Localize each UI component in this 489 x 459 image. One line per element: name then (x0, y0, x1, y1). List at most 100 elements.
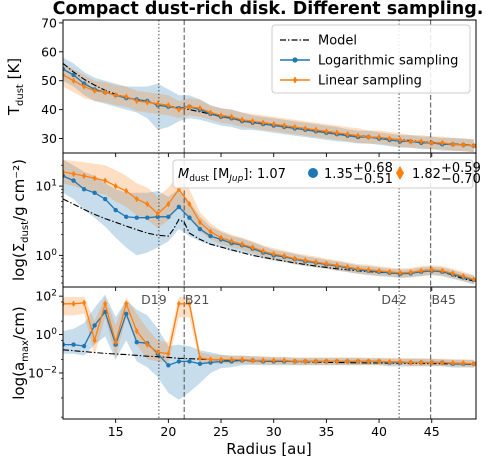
lin-sampling-point (282, 122, 287, 129)
lin-sampling-point (282, 357, 287, 364)
mass-unit: [M (209, 167, 229, 182)
log-sampling-point (71, 342, 76, 347)
lin-sampling-point (303, 257, 308, 264)
y-tick-label: 100 (35, 327, 57, 342)
lin-sampling-point (82, 83, 87, 90)
mass-legend-model: Mdust [MJup]: 1.07 (178, 167, 286, 184)
lin-sampling-point (450, 141, 455, 148)
lin-sampling-point (356, 358, 360, 365)
x-tick-label: 20 (160, 424, 176, 439)
legend-entry-label: Model (318, 34, 357, 49)
legend-log-marker (292, 57, 298, 63)
lin-sampling-point (229, 113, 234, 121)
lin-sampling-point (145, 341, 150, 348)
lin-sampling-point (240, 356, 245, 363)
lin-sampling-point (429, 359, 434, 366)
vline-label-d19: D19 (141, 292, 167, 307)
lin-sampling-point (471, 360, 476, 367)
lin-sampling-point (71, 300, 76, 308)
y-tick-label: 70 (41, 15, 57, 30)
lin-sampling-point (187, 300, 192, 308)
log-sampling-point (63, 342, 66, 347)
log-sampling-point (63, 173, 66, 179)
y-tick-base: 10 (35, 327, 51, 342)
panel-temperature: 30 40 50 60 70 Tdust [K] (5, 15, 477, 157)
lin-sampling-point (229, 238, 234, 245)
lin-sampling-point (334, 358, 339, 365)
lin-sampling-point (166, 102, 171, 109)
lin-sampling-point (250, 117, 255, 125)
lin-sampling-point (271, 250, 276, 258)
lin-sampling-point (440, 359, 445, 366)
y-tick-exponent: 2 (51, 289, 57, 299)
lin-sampling-point (134, 97, 139, 105)
lin-sampling-point (197, 219, 202, 226)
log-sampling-point (197, 361, 203, 366)
x-tick-label: 25 (213, 424, 229, 439)
mass-model-value: ]: 1.07 (243, 167, 286, 182)
lin-sampling-point (124, 300, 129, 308)
lin-sampling-point (377, 133, 382, 141)
lin-sampling-point (408, 269, 413, 276)
lin-sampling-point (240, 116, 245, 123)
log-sampling-point (113, 207, 118, 213)
lin-uncertainty-band (63, 296, 474, 368)
y-tick-label: 100 (35, 248, 57, 263)
mass-legend-lin-down: −0.70 (441, 172, 481, 187)
lin-sampling-point (345, 358, 350, 365)
y-tick-base: 10 (28, 365, 44, 380)
y-tick-label: 102 (35, 289, 57, 304)
legend-lin-marker (292, 76, 298, 84)
lin-sampling-point (134, 195, 139, 203)
y-axis-label: log(amax/cm) (10, 306, 31, 399)
plot-area (63, 20, 476, 153)
lin-sampling-point (145, 99, 150, 106)
log-sampling-point (145, 215, 150, 220)
lin-sampling-point (313, 358, 318, 365)
mass-legend-log-marker (308, 168, 318, 178)
lin-sampling-point (197, 104, 202, 112)
plot-area (63, 153, 476, 287)
lin-sampling-point (261, 119, 266, 126)
log-sampling-point (124, 214, 129, 220)
lin-sampling-point (398, 269, 403, 277)
lin-sampling-point (429, 266, 434, 273)
lin-sampling-point (219, 356, 224, 363)
lin-sampling-point (303, 358, 308, 365)
lin-sampling-point (271, 120, 276, 128)
lin-sampling-point (419, 359, 424, 366)
lin-sampling-point (103, 177, 108, 184)
lin-sampling-point (197, 354, 202, 362)
lin-sampling-point (398, 358, 403, 366)
y-tick-exponent: 1 (51, 179, 57, 189)
log-sampling-point (176, 204, 182, 210)
log-sampling-point (71, 72, 76, 78)
lin-sampling-point (324, 358, 329, 365)
mass-symbol: M (178, 167, 189, 182)
log-sampling-point (166, 363, 171, 368)
lin-sampling-point (113, 182, 118, 190)
vline-label-d42: D42 (381, 292, 407, 307)
lin-sampling-point (366, 358, 371, 365)
log-sampling-point (92, 190, 97, 195)
lin-sampling-point (113, 339, 118, 346)
y-label-unit: [K] (5, 58, 23, 84)
lin-sampling-point (92, 87, 97, 95)
y-tick-label: 30 (41, 131, 57, 146)
mass-unit-sub: Jup (227, 174, 243, 184)
lin-sampling-point (313, 126, 318, 134)
lin-sampling-point (208, 109, 213, 116)
lin-sampling-point (408, 359, 413, 366)
lin-sampling-point (113, 91, 118, 99)
lin-sampling-point (208, 228, 213, 235)
mass-legend-log-down: −0.51 (353, 172, 393, 187)
log-sampling-point (92, 323, 97, 328)
log-sampling-point (71, 178, 76, 183)
lin-sampling-point (356, 265, 360, 273)
log-sampling-point (208, 233, 213, 239)
lin-sampling-point (261, 357, 266, 364)
lin-sampling-point (261, 247, 266, 255)
x-tick-label: 15 (108, 424, 124, 439)
